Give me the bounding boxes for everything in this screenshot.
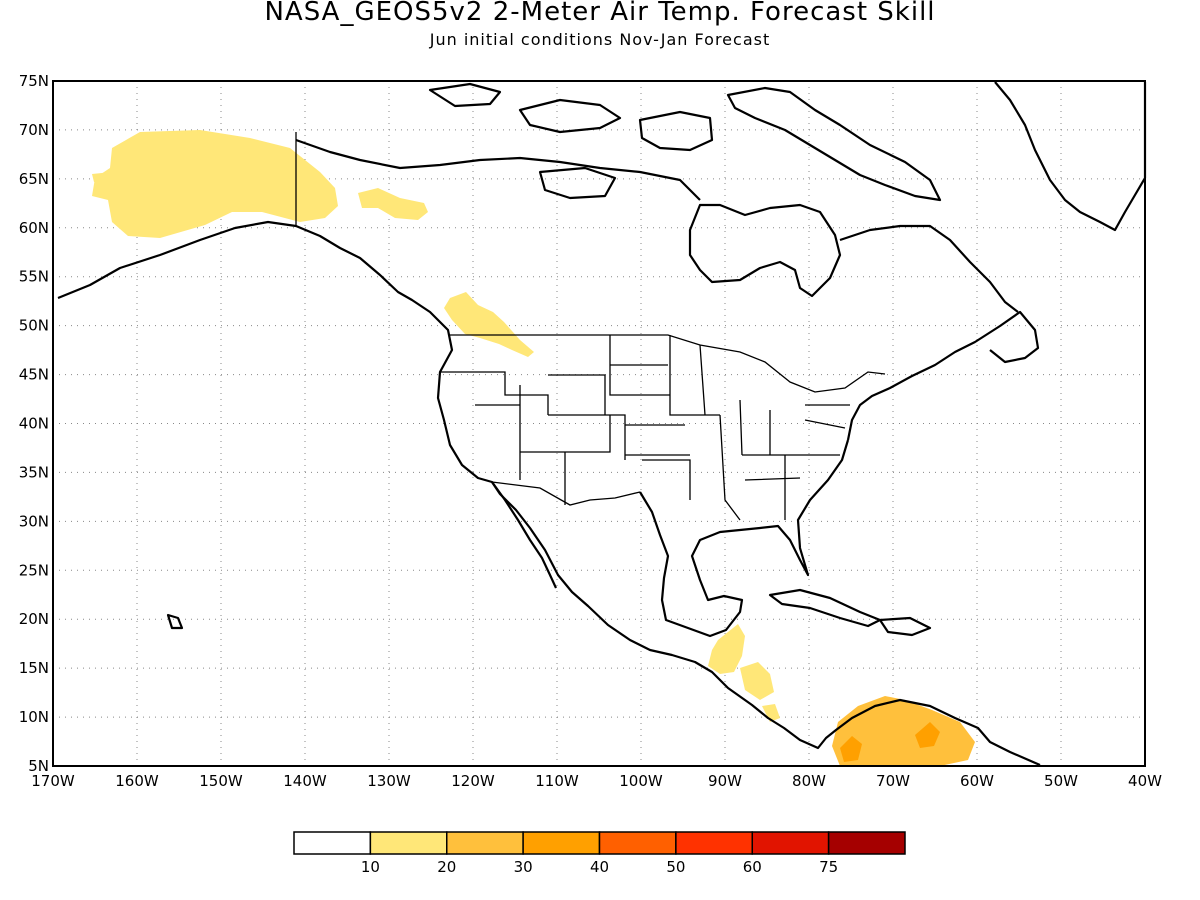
- colorbar-swatch: [675, 831, 753, 855]
- colorbar-label: 40: [590, 858, 609, 876]
- lon-tick-label: 140W: [283, 772, 327, 790]
- arctic-island-2: [638, 110, 714, 152]
- lon-tick-label: 60W: [960, 772, 994, 790]
- lon-tick-label: 50W: [1044, 772, 1078, 790]
- western-states: [440, 371, 626, 505]
- lat-tick-label: 45N: [19, 366, 49, 384]
- alaska-skill-fragment: [92, 172, 112, 182]
- lat-tick-label: 50N: [19, 317, 49, 335]
- alberta-skill-region: [358, 188, 428, 220]
- central-states: [609, 335, 720, 500]
- arctic-coast: [295, 138, 701, 201]
- skill-shading: [92, 130, 975, 766]
- alaska-skill-region: [92, 130, 338, 238]
- panama-skill-region: [762, 704, 780, 722]
- colorbar-label: 50: [666, 858, 685, 876]
- lon-tick-label: 160W: [115, 772, 159, 790]
- graticule: [53, 81, 1145, 766]
- colorbar-swatch: [446, 831, 524, 855]
- colorbar-swatch: [369, 831, 448, 855]
- gulf-of-mexico-coast: [639, 439, 850, 638]
- lat-tick-label: 70N: [19, 121, 49, 139]
- colorbar-swatch: [293, 831, 372, 855]
- east-coast: [846, 310, 1040, 441]
- cuba: [768, 588, 882, 628]
- coastlines: [57, 81, 1147, 767]
- us-canada-border: [450, 334, 886, 393]
- us-mexico-border: [491, 481, 641, 506]
- lat-tick-label: 75N: [19, 72, 49, 90]
- south-america-skill-core: [915, 722, 940, 748]
- victoria-island: [538, 166, 617, 200]
- map-frame: [52, 80, 1146, 767]
- arctic-island-1: [518, 98, 622, 134]
- baja-california-coast: [491, 481, 557, 589]
- lat-tick-label: 10N: [19, 708, 49, 726]
- lat-tick-label: 5N: [28, 757, 49, 775]
- lon-tick-label: 150W: [199, 772, 243, 790]
- lon-tick-label: 70W: [876, 772, 910, 790]
- lat-tick-label: 35N: [19, 463, 49, 481]
- eastern-states: [719, 399, 850, 521]
- map-subtitle: Jun initial conditions Nov-Jan Forecast: [429, 30, 771, 49]
- hudson-bay-coast: [688, 203, 842, 298]
- colorbar-swatch: [598, 831, 677, 855]
- lat-tick-label: 60N: [19, 219, 49, 237]
- greenland-coast: [994, 81, 1147, 232]
- yucatan-skill-region: [708, 624, 745, 674]
- lon-tick-label: 100W: [619, 772, 663, 790]
- lon-tick-label: 80W: [792, 772, 826, 790]
- lon-tick-label: 90W: [708, 772, 742, 790]
- colorbar-label: 60: [743, 858, 762, 876]
- lat-tick-label: 40N: [19, 415, 49, 433]
- south-america-skill-core-2: [840, 736, 862, 762]
- lon-tick-label: 170W: [31, 772, 75, 790]
- lat-tick-label: 65N: [19, 170, 49, 188]
- lat-tick-label: 30N: [19, 512, 49, 530]
- lat-tick-label: 25N: [19, 561, 49, 579]
- hawaii: [166, 613, 184, 630]
- lon-tick-label: 40W: [1128, 772, 1162, 790]
- colorbar-label: 20: [437, 858, 456, 876]
- colorbar-label: 10: [361, 858, 380, 876]
- honduras-skill-region: [740, 662, 774, 700]
- colorbar-swatch: [827, 831, 906, 855]
- colorbar: 10 20 30 40 50 60 75: [293, 831, 906, 876]
- lat-tick-label: 20N: [19, 610, 49, 628]
- colorbar-label: 30: [514, 858, 533, 876]
- south-america-skill-region: [832, 696, 975, 766]
- bc-skill-region: [444, 292, 534, 357]
- political-boundaries: [295, 132, 886, 521]
- longitude-labels: 170W 160W 150W 140W 130W 120W 110W 100W 90W 80W 70…: [31, 772, 1162, 790]
- map-title: NASA_GEOS5v2 2-Meter Air Temp. Forecast …: [264, 0, 936, 27]
- north-america-coastline: [57, 220, 1041, 767]
- lat-tick-label: 15N: [19, 659, 49, 677]
- labrador-coast: [839, 224, 1019, 313]
- lon-tick-label: 130W: [367, 772, 411, 790]
- lon-tick-label: 120W: [451, 772, 495, 790]
- lat-tick-label: 55N: [19, 268, 49, 286]
- hispaniola: [878, 616, 932, 637]
- baffin-island: [726, 86, 942, 202]
- lon-tick-label: 110W: [535, 772, 579, 790]
- arctic-island-3: [428, 82, 502, 108]
- latitude-labels: 75N 70N 65N 60N 55N 50N 45N 40N 35N 30N 25N 20N 15N 1…: [19, 72, 49, 775]
- colorbar-swatch: [751, 831, 830, 855]
- colorbar-label: 75: [819, 858, 838, 876]
- colorbar-swatch: [522, 831, 601, 855]
